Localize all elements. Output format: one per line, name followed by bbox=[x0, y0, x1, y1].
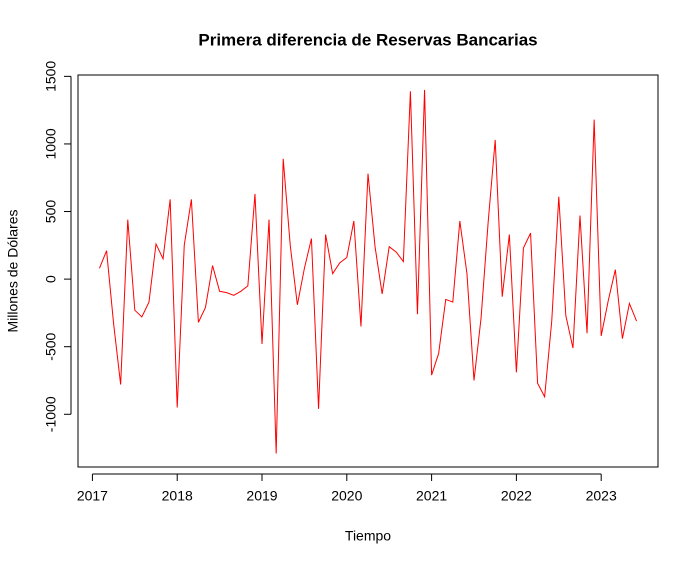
x-axis-label: Tiempo bbox=[345, 528, 391, 544]
x-tick-label: 2019 bbox=[246, 488, 277, 504]
y-tick-label: 0 bbox=[43, 275, 59, 283]
plot-frame bbox=[77, 74, 659, 468]
y-tick-label: 1000 bbox=[43, 128, 59, 159]
x-tick-label: 2017 bbox=[77, 488, 108, 504]
y-tick-label: 1500 bbox=[43, 61, 59, 92]
y-tick-label: -500 bbox=[43, 332, 59, 360]
y-tick-label: 500 bbox=[43, 200, 59, 224]
x-tick-label: 2020 bbox=[331, 488, 362, 504]
x-tick-label: 2022 bbox=[501, 488, 532, 504]
x-tick-label: 2023 bbox=[586, 488, 617, 504]
data-line bbox=[98, 89, 638, 454]
x-tick-label: 2021 bbox=[416, 488, 447, 504]
y-tick-label: -1000 bbox=[43, 396, 59, 432]
y-axis-label: Millones de Dólares bbox=[5, 210, 21, 333]
x-tick-label: 2018 bbox=[162, 488, 193, 504]
chart-title: Primera diferencia de Reservas Bancarias bbox=[198, 30, 537, 49]
